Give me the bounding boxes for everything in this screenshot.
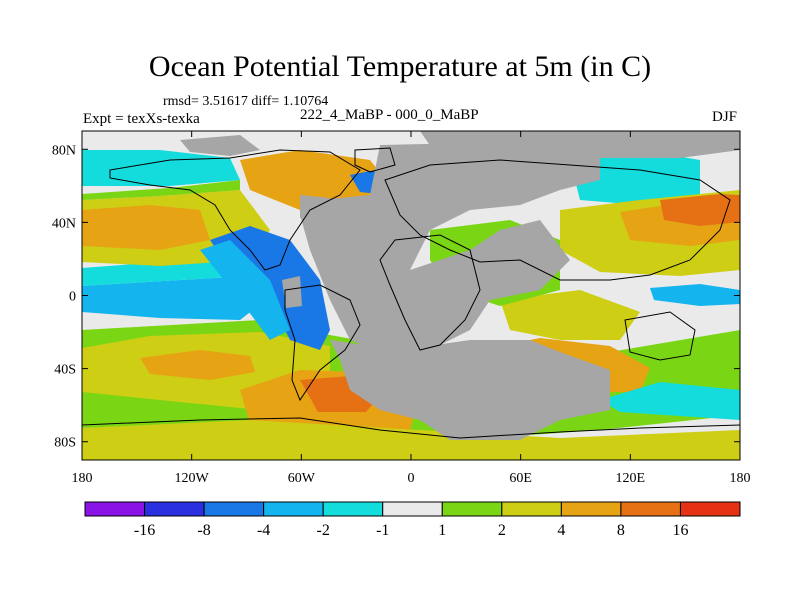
chart-title: Ocean Potential Temperature at 5m (in C)	[148, 50, 652, 83]
region-south-pacific-orange	[140, 350, 255, 380]
colorbar-label: -16	[134, 522, 155, 539]
region-equatorial-cool	[82, 276, 268, 320]
colorbar-swatch	[560, 501, 622, 517]
region-southern-yellow	[82, 420, 740, 460]
x-tick-label: 60W	[288, 471, 316, 486]
coast-greenland	[354, 147, 396, 173]
x-tick-label: 120W	[175, 471, 210, 486]
y-tick-label: 0	[69, 290, 76, 305]
land-south-pangea	[330, 340, 610, 440]
region-east-equatorial-cyan	[650, 284, 740, 306]
x-tick-label: 60E	[509, 471, 532, 486]
region-west-coast-blue	[200, 240, 290, 340]
region-equatorial-cyan	[82, 256, 250, 286]
x-tick-label: 120E	[616, 471, 646, 486]
colorbar-label: 1	[438, 522, 446, 539]
colorbar-swatch	[382, 501, 443, 517]
land-north-patches	[180, 135, 330, 222]
land-west-island	[282, 276, 302, 308]
colorbar-label: 2	[498, 522, 506, 539]
season-label: DJF	[712, 109, 738, 125]
colorbar: -16 -8 -4 -2 -1 1 2 4 8 16	[84, 501, 741, 539]
y-tick-label: 80S	[54, 436, 76, 451]
colorbar-swatch	[322, 501, 384, 517]
colorbar-label: -4	[257, 522, 270, 539]
region-tethys-red	[660, 194, 740, 226]
colorbar-swatch	[84, 501, 146, 517]
region-southeast-cool	[600, 382, 740, 420]
region-north-pacific-orange	[82, 205, 210, 250]
y-tick-label: 80N	[52, 143, 76, 158]
colorbar-swatch	[620, 501, 681, 517]
x-tick-label: 180	[72, 471, 93, 486]
colorbar-swatch	[263, 501, 324, 517]
colorbar-label: -8	[197, 522, 210, 539]
region-south-indian-yellow	[500, 290, 640, 340]
coast-antarctica	[82, 417, 740, 439]
x-tick-label: 0	[408, 471, 415, 486]
coast-north-america	[109, 149, 361, 271]
chart-subtitle: 222_4_MaBP - 000_0_MaBP	[300, 107, 479, 123]
colorbar-label: -2	[317, 522, 330, 539]
map-field	[82, 131, 740, 460]
y-tick-label: 40N	[52, 216, 76, 231]
colorbar-swatch	[501, 501, 562, 517]
axes: 180 120W 60W 0 60E 120E 180 80N 40N 0 40S 80S	[52, 131, 751, 486]
coastlines	[82, 147, 740, 439]
land-arctic	[420, 131, 740, 160]
colorbar-swatch	[144, 501, 205, 517]
colorbar-label: 16	[672, 522, 688, 539]
coast-eurasia	[384, 159, 731, 281]
colorbar-swatch	[679, 501, 741, 517]
coast-south-america	[284, 284, 361, 402]
colorbar-label: 4	[557, 522, 565, 539]
colorbar-label: 8	[617, 522, 625, 539]
colorbar-label: -1	[376, 522, 389, 539]
stats-line: rmsd= 3.51617 diff= 1.10764	[163, 94, 329, 109]
colorbar-swatch	[203, 501, 265, 517]
expt-label: Expt = texXs-texka	[83, 111, 200, 127]
x-tick-label: 180	[730, 471, 751, 486]
land-pangea	[300, 140, 600, 352]
coast-australia	[624, 311, 696, 361]
region-north-pacific-green	[82, 180, 240, 200]
y-tick-label: 40S	[54, 363, 76, 378]
region-north-east-cyan	[570, 150, 700, 205]
coast-africa	[379, 234, 481, 351]
colorbar-swatch	[441, 501, 503, 517]
